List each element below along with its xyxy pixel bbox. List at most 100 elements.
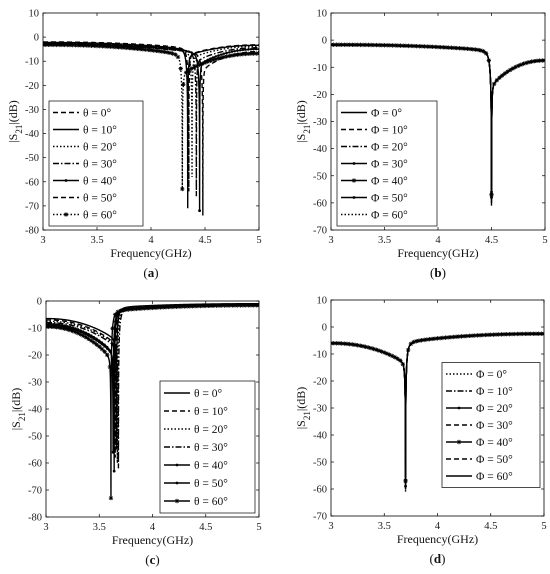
legend-label: θ = 60° (83, 210, 117, 222)
series-marker (402, 44, 405, 47)
y-tick-label: -40 (25, 129, 39, 140)
x-tick-label: 5 (541, 521, 546, 532)
legend-label: Φ = 60° (371, 210, 408, 222)
legend-label: Φ = 50° (371, 193, 408, 205)
y-tick-label: 0 (322, 36, 327, 47)
x-tick-label: 4 (150, 522, 156, 533)
y-tick-label: -40 (313, 144, 327, 155)
x-tick-label: 3.5 (90, 235, 103, 246)
legend-marker (352, 162, 356, 165)
x-tick-label: 4.5 (198, 235, 211, 246)
y-tick-label: 10 (317, 296, 328, 307)
legend-label: θ = 0° (194, 388, 222, 400)
series-marker (87, 334, 90, 337)
series-marker (343, 43, 346, 46)
y-tick-label: -70 (313, 512, 327, 523)
series-marker (76, 329, 80, 333)
y-tick-label: -10 (313, 350, 327, 361)
series-line (43, 43, 259, 216)
series-marker (114, 334, 117, 338)
y-tick-label: -50 (313, 458, 327, 469)
series-marker (230, 50, 234, 53)
series-marker (514, 65, 517, 69)
chart-panel-d: 3 3.5 4 4.5 5 10 0 -10 -20 -30 -40 -50 -60 -70 Frequen… (294, 296, 547, 567)
y-tick-label: -60 (313, 485, 327, 496)
series-marker (423, 45, 426, 48)
panel-label: (c) (145, 552, 159, 567)
series-marker (332, 43, 335, 46)
legend-label: Φ = 40° (476, 437, 513, 449)
y-axis-label: |S21|(dB) (6, 100, 24, 142)
series-marker (98, 341, 101, 344)
y-tick-label: -40 (28, 405, 42, 416)
series-marker (434, 45, 437, 49)
panel-label: (b) (430, 265, 446, 280)
y-tick-label: -20 (313, 377, 327, 388)
series-marker (90, 335, 93, 339)
legend-label: Φ = 60° (476, 471, 513, 483)
series-marker (106, 347, 109, 350)
x-axis-label: Frequency(GHz) (397, 532, 478, 546)
legend-label: θ = 50° (83, 193, 117, 205)
series-marker (136, 45, 139, 48)
legend-label: Φ = 0° (371, 108, 402, 120)
series-marker (79, 330, 82, 334)
series-marker (225, 51, 228, 55)
series-marker (222, 52, 226, 55)
y-tick-label: 10 (317, 9, 328, 20)
series-marker (490, 190, 493, 194)
y-tick-label: -60 (313, 198, 327, 209)
series-marker (184, 49, 188, 53)
x-tick-label: 3.5 (93, 522, 106, 533)
series-marker (458, 47, 461, 50)
series-marker (238, 49, 242, 52)
series-line (43, 42, 259, 197)
x-tick-label: 5 (542, 235, 547, 246)
series-marker (241, 48, 244, 52)
y-tick-label: -10 (28, 324, 42, 335)
series-marker (100, 343, 104, 346)
series-marker (356, 43, 359, 47)
series-marker (377, 43, 381, 47)
series-marker (176, 48, 180, 52)
series-marker (160, 47, 163, 50)
legend-label: θ = 10° (83, 125, 117, 137)
legend-label: Φ = 20° (371, 142, 408, 154)
y-tick-label: -40 (313, 431, 327, 442)
legend-label: Φ = 10° (371, 125, 408, 137)
series-marker (214, 55, 217, 58)
series-marker (220, 53, 223, 56)
x-tick-label: 5 (256, 522, 261, 533)
series-marker (257, 47, 259, 51)
series-marker (108, 350, 112, 353)
legend-label: θ = 30° (194, 442, 228, 454)
series-marker (217, 54, 220, 57)
series-marker (95, 339, 98, 342)
panel-label: (a) (143, 265, 158, 280)
y-tick-label: -60 (28, 459, 42, 470)
y-tick-label: -50 (25, 153, 39, 164)
series-marker (92, 337, 96, 340)
legend-label: Φ = 10° (476, 386, 513, 398)
series-marker (84, 333, 88, 336)
y-tick-label: -70 (25, 201, 39, 212)
series-marker (404, 484, 407, 488)
y-tick-label: -50 (28, 432, 42, 443)
legend-marker (64, 179, 68, 182)
series-marker (252, 48, 255, 51)
x-axis-label: Frequency(GHz) (110, 246, 191, 260)
legend-marker (352, 196, 356, 199)
chart-panel-c: 3 3.5 4 4.5 5 0 -10 -20 -30 -40 -50 -60 -70 -80 Freque… (9, 297, 262, 568)
y-tick-label: 0 (322, 323, 327, 334)
x-tick-label: 3 (328, 235, 333, 246)
series-marker (144, 45, 147, 49)
series-marker (233, 50, 236, 53)
y-tick-label: -30 (313, 117, 327, 128)
series-marker (244, 48, 247, 51)
series-marker (236, 49, 239, 52)
series-marker (198, 209, 202, 213)
series-marker (367, 43, 370, 47)
y-tick-label: -20 (313, 90, 327, 101)
y-tick-label: -30 (25, 105, 39, 116)
x-tick-label: 5 (256, 235, 261, 246)
